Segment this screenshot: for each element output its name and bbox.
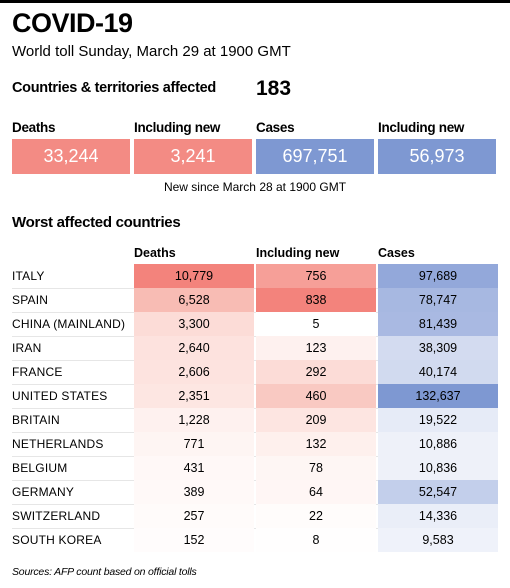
cases-cell: 19,522 — [378, 408, 498, 432]
country-name: GERMANY — [12, 485, 75, 499]
page-subtitle: World toll Sunday, March 29 at 1900 GMT — [12, 43, 291, 60]
cases-cell: 81,439 — [378, 312, 498, 336]
country-name: SWITZERLAND — [12, 509, 101, 523]
cases-cell: 38,309 — [378, 336, 498, 360]
cases-cell: 97,689 — [378, 264, 498, 288]
deaths-cell: 389 — [134, 480, 254, 504]
new-cell: 209 — [256, 408, 376, 432]
country-name: NETHERLANDS — [12, 437, 104, 451]
new-cell: 22 — [256, 504, 376, 528]
cases-cell: 78,747 — [378, 288, 498, 312]
row-divider — [12, 336, 498, 337]
page-title: COVID-19 — [12, 8, 133, 38]
table-row: SOUTH KOREA 152 8 9,583 — [0, 528, 510, 552]
row-divider — [12, 528, 498, 529]
table-row: IRAN 2,640 123 38,309 — [0, 336, 510, 360]
row-divider — [12, 288, 498, 289]
summary-new-deaths-label: Including new — [134, 120, 221, 135]
table-row: FRANCE 2,606 292 40,174 — [0, 360, 510, 384]
source-note: Sources: AFP count based on official tol… — [12, 566, 197, 578]
country-name: BRITAIN — [12, 413, 60, 427]
row-divider — [12, 456, 498, 457]
cases-cell: 40,174 — [378, 360, 498, 384]
column-cases: Cases — [378, 246, 415, 260]
deaths-cell: 3,300 — [134, 312, 254, 336]
deaths-cell: 152 — [134, 528, 254, 552]
country-name: SPAIN — [12, 293, 49, 307]
new-cell: 5 — [256, 312, 376, 336]
affected-value: 183 — [256, 77, 292, 100]
country-name: BELGIUM — [12, 461, 68, 475]
table-row: ITALY 10,779 756 97,689 — [0, 264, 510, 288]
new-cell: 460 — [256, 384, 376, 408]
deaths-cell: 2,351 — [134, 384, 254, 408]
new-cell: 838 — [256, 288, 376, 312]
table-row: BRITAIN 1,228 209 19,522 — [0, 408, 510, 432]
table-row: NETHERLANDS 771 132 10,886 — [0, 432, 510, 456]
summary-new-deaths-value: 3,241 — [134, 139, 252, 174]
cases-cell: 14,336 — [378, 504, 498, 528]
new-cell: 123 — [256, 336, 376, 360]
table-title: Worst affected countries — [12, 214, 181, 231]
summary-new-cases-label: Including new — [378, 120, 465, 135]
cases-cell: 10,836 — [378, 456, 498, 480]
deaths-cell: 257 — [134, 504, 254, 528]
cases-cell: 132,637 — [378, 384, 498, 408]
deaths-cell: 431 — [134, 456, 254, 480]
summary-new-cases-value: 56,973 — [378, 139, 496, 174]
row-divider — [12, 504, 498, 505]
table-row: SWITZERLAND 257 22 14,336 — [0, 504, 510, 528]
new-cell: 8 — [256, 528, 376, 552]
row-divider — [12, 408, 498, 409]
country-name: UNITED STATES — [12, 389, 108, 403]
summary-deaths-label: Deaths — [12, 120, 56, 135]
cases-cell: 52,547 — [378, 480, 498, 504]
deaths-cell: 10,779 — [134, 264, 254, 288]
cases-cell: 9,583 — [378, 528, 498, 552]
deaths-cell: 771 — [134, 432, 254, 456]
row-divider — [12, 312, 498, 313]
top-rule — [0, 0, 510, 3]
column-deaths: Deaths — [134, 246, 176, 260]
new-cell: 78 — [256, 456, 376, 480]
summary-cases-value: 697,751 — [256, 139, 374, 174]
new-cell: 64 — [256, 480, 376, 504]
row-divider — [12, 360, 498, 361]
table-row: SPAIN 6,528 838 78,747 — [0, 288, 510, 312]
new-cell: 292 — [256, 360, 376, 384]
table-row: UNITED STATES 2,351 460 132,637 — [0, 384, 510, 408]
table-row: GERMANY 389 64 52,547 — [0, 480, 510, 504]
new-cell: 756 — [256, 264, 376, 288]
summary-deaths-value: 33,244 — [12, 139, 130, 174]
row-divider — [12, 384, 498, 385]
summary-note: New since March 28 at 1900 GMT — [163, 180, 347, 194]
affected-label: Countries & territories affected — [12, 80, 216, 96]
deaths-cell: 6,528 — [134, 288, 254, 312]
column-new: Including new — [256, 246, 340, 260]
country-name: FRANCE — [12, 365, 63, 379]
table-row: CHINA (MAINLAND) 3,300 5 81,439 — [0, 312, 510, 336]
cases-cell: 10,886 — [378, 432, 498, 456]
country-name: ITALY — [12, 269, 45, 283]
country-name: SOUTH KOREA — [12, 533, 102, 547]
table-row: BELGIUM 431 78 10,836 — [0, 456, 510, 480]
deaths-cell: 2,606 — [134, 360, 254, 384]
summary-cases-label: Cases — [256, 120, 295, 135]
new-cell: 132 — [256, 432, 376, 456]
country-name: IRAN — [12, 341, 42, 355]
row-divider — [12, 432, 498, 433]
row-divider — [12, 480, 498, 481]
deaths-cell: 1,228 — [134, 408, 254, 432]
country-name: CHINA (MAINLAND) — [12, 317, 126, 331]
deaths-cell: 2,640 — [134, 336, 254, 360]
